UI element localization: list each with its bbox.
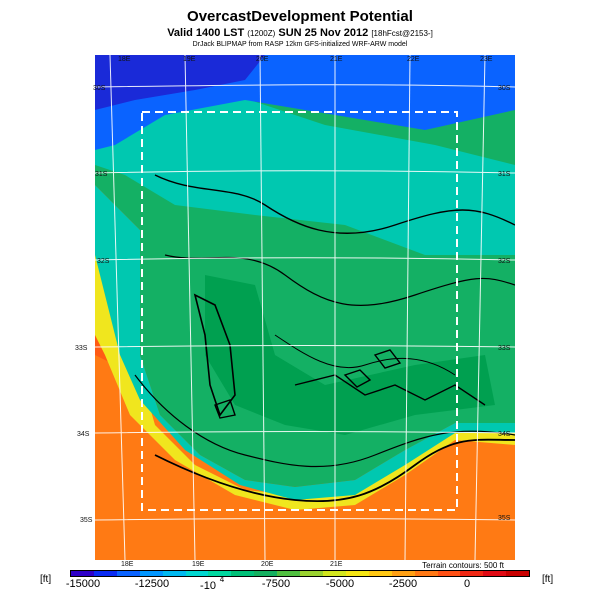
terrain-contour (193, 293, 236, 417)
colorbar-tick-label: -12500 (134, 578, 170, 590)
colorbar (70, 570, 530, 577)
colorbar-swatch (231, 571, 255, 576)
terrain-contour (154, 174, 515, 234)
longitude-label-top: 18E (118, 56, 131, 63)
latitude-label-left: 34S (77, 431, 90, 438)
latitude-label-right: 34S (498, 431, 511, 438)
colorbar-tick-label: -10 (200, 580, 216, 592)
land-dark-patch (205, 275, 495, 435)
colorbar-tick-label: 4 (219, 575, 225, 584)
latitude-label-right: 32S (498, 258, 511, 265)
colorbar-swatch (460, 571, 484, 576)
longitude-label-bottom: 18E (121, 561, 134, 568)
latitude-label-right: 35S (498, 515, 511, 522)
colorbar-swatch (414, 571, 438, 576)
terrain-contour (154, 438, 515, 503)
unit-label-left: [ft] (40, 574, 52, 585)
colorbar-tick-label: -7500 (261, 578, 291, 590)
latitude-label-left: 31S (95, 171, 108, 178)
terrain-contour (343, 369, 372, 388)
colorbar-swatch (506, 571, 530, 576)
colorbar-swatch (322, 571, 346, 576)
colorbar-tick-label: 0 (463, 578, 471, 590)
latitude-label-right: 31S (498, 171, 511, 178)
utc-time: (1200Z) (247, 29, 276, 38)
longitude-label-bottom: 19E (192, 561, 205, 568)
longitude-label-top: 19E (183, 56, 196, 63)
unit-label-right: [ft] (542, 574, 554, 585)
colorbar-swatch (277, 571, 301, 576)
colorbar-swatch (162, 571, 186, 576)
latitude-label-right: 30S (498, 85, 511, 92)
longitude-label-top: 23E (480, 56, 493, 63)
colorbar-swatch (208, 571, 232, 576)
terrain-contour (164, 254, 515, 306)
colorbar-tick-label: -2500 (388, 578, 418, 590)
longitude-label-top: 21E (330, 56, 343, 63)
forecast-info: [18hFcst@2153-] (371, 29, 433, 38)
colorbar-swatch (437, 571, 461, 576)
latitude-label-left: 35S (80, 517, 93, 524)
graticule (95, 55, 515, 560)
latitude-label-left: 30S (93, 85, 106, 92)
terrain-contour (373, 349, 402, 369)
ocean-band (95, 355, 515, 560)
colorbar-swatch (391, 571, 415, 576)
colorbar-tick-label: -15000 (65, 578, 101, 590)
model-info: DrJack BLIPMAP from RASP 12km GFS-initia… (192, 41, 408, 48)
latitude-label-left: 32S (97, 258, 110, 265)
valid-time-line: Valid 1400 LST (1200Z) SUN 25 Nov 2012 [… (0, 27, 600, 39)
colorbar-swatch (185, 571, 209, 576)
colorbar-swatch (300, 571, 323, 576)
colorbar-ticks: -15000 -12500 -10 4 -7500 -5000 -2500 0 (66, 575, 530, 592)
latitude-label-right: 33S (498, 345, 511, 352)
forecast-map (95, 55, 515, 560)
colorbar-swatch (254, 571, 278, 576)
latitude-label-left: 33S (75, 345, 88, 352)
terrain-contour-note: Terrain contours: 500 ft (422, 561, 504, 570)
colorbar-swatch (483, 571, 507, 576)
valid-date: SUN 25 Nov 2012 (278, 27, 369, 39)
longitude-label-bottom: 20E (261, 561, 274, 568)
nested-domain-box (141, 111, 458, 511)
terrain-contour (134, 374, 515, 468)
terrain-contour (274, 334, 456, 376)
colorbar-tick-label: -5000 (325, 578, 355, 590)
map-title: OvercastDevelopment Potential (187, 8, 413, 25)
colorbar-swatch (116, 571, 140, 576)
colorbar-swatch (93, 571, 117, 576)
valid-time: Valid 1400 LST (167, 27, 245, 39)
longitude-label-top: 22E (407, 56, 420, 63)
longitude-label-bottom: 21E (330, 561, 343, 568)
longitude-label-top: 20E (256, 56, 269, 63)
colorbar-swatch (368, 571, 392, 576)
colorbar-swatch (139, 571, 163, 576)
north-deep-region (95, 55, 265, 110)
colorbar-swatch (345, 571, 369, 576)
terrain-contour (214, 399, 236, 419)
land-cyan-patch (95, 95, 515, 255)
colorbar-swatch (71, 571, 94, 576)
